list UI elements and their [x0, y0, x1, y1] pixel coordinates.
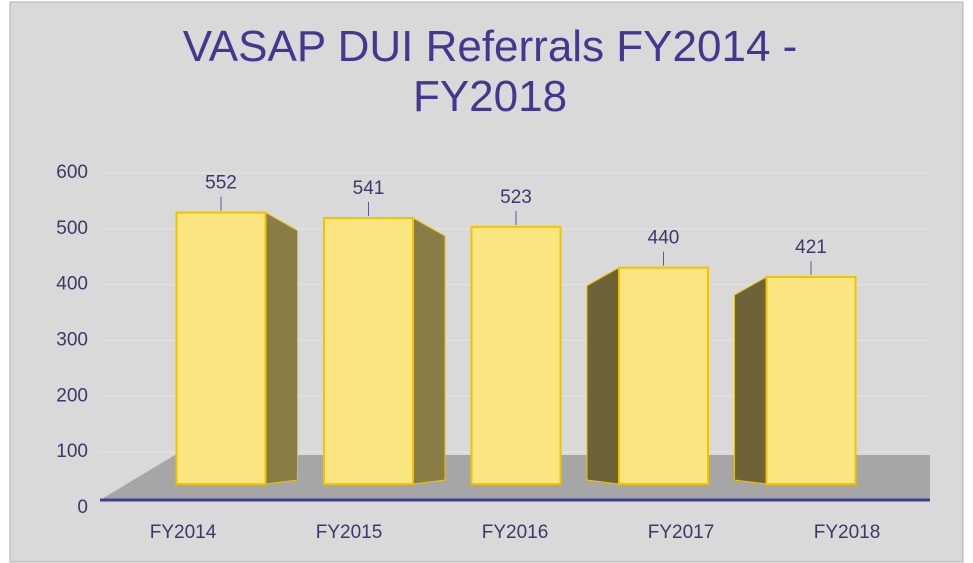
bar-side	[734, 276, 767, 485]
value-label: 440	[648, 228, 680, 249]
chart-title: VASAP DUI Referrals FY2014 - FY2018	[182, 22, 798, 121]
y-tick-label: 500	[56, 218, 88, 239]
value-label: 523	[500, 187, 532, 208]
bar-side	[265, 211, 298, 485]
bar	[765, 276, 857, 485]
x-tick-label: FY2014	[150, 522, 217, 543]
bar	[618, 266, 709, 485]
value-label: 552	[205, 173, 237, 194]
bar	[175, 211, 267, 485]
y-tick-label: 200	[56, 385, 88, 406]
value-label: 421	[795, 237, 827, 258]
y-tick-label: 600	[56, 162, 88, 183]
bar	[323, 217, 414, 485]
y-tick-label: 400	[56, 274, 88, 295]
x-tick-label: FY2017	[648, 522, 715, 543]
x-tick-label: FY2015	[316, 522, 383, 543]
y-tick-label: 300	[56, 330, 88, 351]
value-label: 541	[353, 178, 385, 199]
x-tick-label: FY2018	[814, 522, 881, 543]
y-tick-label: 0	[77, 497, 88, 518]
x-tick-label: FY2016	[482, 522, 549, 543]
bar-side	[586, 266, 620, 485]
bar	[470, 225, 562, 485]
bar-side	[412, 217, 446, 485]
y-tick-label: 100	[56, 441, 88, 462]
